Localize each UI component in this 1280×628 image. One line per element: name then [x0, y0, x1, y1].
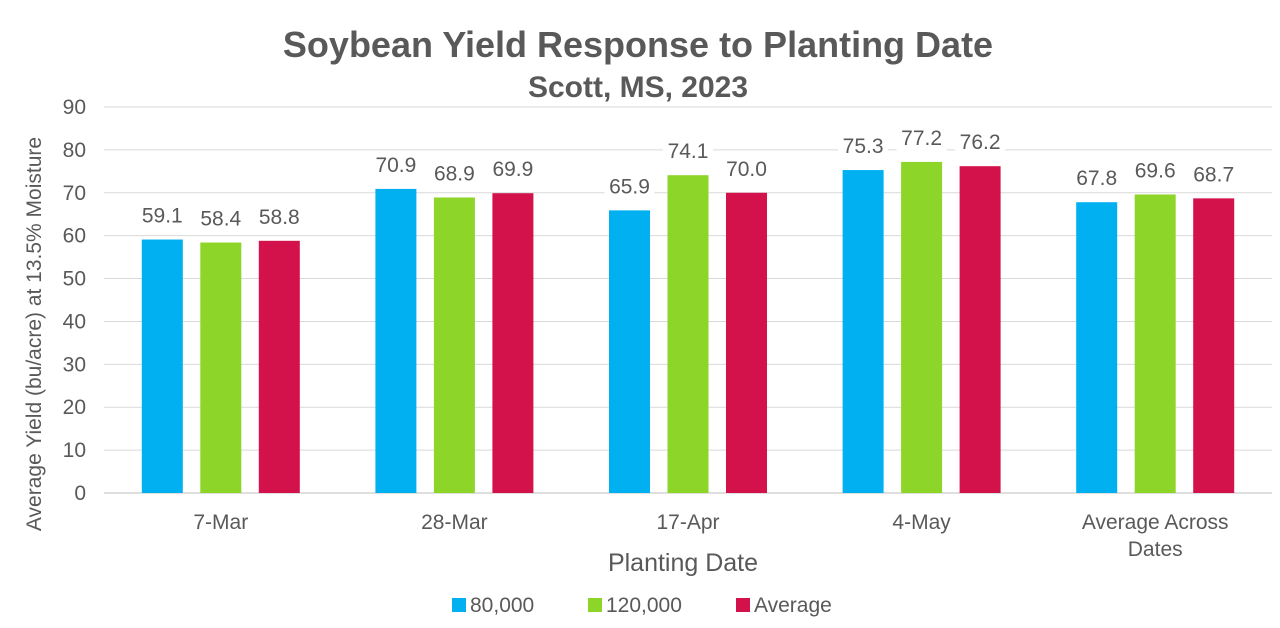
- x-tick-label: 17-Apr: [656, 511, 719, 534]
- data-label-background: [1130, 157, 1181, 184]
- x-tick-label: 28-Mar: [421, 511, 488, 534]
- data-label: 69.6: [1135, 159, 1176, 182]
- legend-swatch: [736, 598, 750, 612]
- y-tick-label: 20: [63, 396, 86, 419]
- y-tick-label: 30: [63, 353, 86, 376]
- legend-swatch: [452, 598, 466, 612]
- y-tick-label: 50: [63, 268, 86, 291]
- bar: [141, 239, 183, 493]
- bar: [258, 240, 300, 493]
- chart-subtitle: Scott, MS, 2023: [528, 71, 748, 104]
- data-label: 75.3: [843, 135, 884, 158]
- bars: [141, 161, 1235, 494]
- bar: [492, 193, 534, 493]
- chart-title: Soybean Yield Response to Planting Date: [283, 24, 993, 65]
- data-label-background: [663, 138, 713, 165]
- y-tick-label: 60: [63, 225, 86, 248]
- y-tick-label: 40: [63, 310, 86, 333]
- data-label: 74.1: [668, 140, 709, 163]
- data-label-background: [838, 133, 889, 160]
- data-label: 65.9: [609, 175, 650, 198]
- data-label-background: [487, 156, 538, 183]
- x-tick-label: 7-Mar: [193, 511, 248, 534]
- x-tick-label: Dates: [1128, 538, 1183, 561]
- data-label-background: [604, 173, 655, 200]
- x-tick-label: Average Across: [1082, 511, 1229, 534]
- y-tick-label: 90: [63, 96, 86, 119]
- data-labels: 59.1 58.4 58.8 70.9 68.9 69.9 65.9 74.1 70.0 75.3…: [137, 124, 1239, 232]
- data-label-background: [955, 129, 1006, 156]
- data-label-background: [1188, 161, 1239, 188]
- bar: [375, 188, 417, 493]
- bar: [959, 166, 1001, 494]
- data-label-background: [370, 151, 421, 178]
- bar: [1193, 198, 1235, 493]
- data-label-background: [195, 205, 246, 232]
- data-label: 68.9: [434, 162, 475, 185]
- bar: [842, 170, 884, 493]
- data-label: 69.9: [492, 158, 533, 181]
- y-tick-label: 10: [63, 439, 86, 462]
- bar: [901, 161, 943, 494]
- data-label: 67.8: [1076, 167, 1117, 190]
- bar: [200, 242, 242, 493]
- data-label: 77.2: [901, 127, 942, 150]
- legend-swatch: [588, 598, 602, 612]
- bar: [1076, 202, 1118, 494]
- data-label: 58.4: [200, 208, 241, 231]
- y-axis-title: Average Yield (bu/acre) at 13.5% Moistur…: [23, 137, 46, 531]
- data-label-background: [137, 202, 188, 229]
- legend: 80,000 120,000 Average: [452, 594, 832, 617]
- x-tick-labels: 7-Mar 28-Mar 17-Apr 4-May Average Across Date…: [193, 511, 1228, 561]
- data-label: 76.2: [960, 131, 1001, 154]
- y-tick-label: 80: [63, 139, 86, 162]
- bar: [433, 197, 475, 494]
- data-label: 68.7: [1193, 163, 1234, 186]
- data-label: 70.9: [375, 154, 416, 177]
- data-label: 70.0: [726, 158, 767, 181]
- y-tick-label: 70: [63, 182, 86, 205]
- data-label-background: [1071, 165, 1122, 192]
- x-axis-title: Planting Date: [608, 549, 758, 577]
- bar: [609, 210, 650, 493]
- x-tick-label: 4-May: [892, 511, 951, 534]
- data-label-background: [254, 203, 305, 230]
- bar: [726, 192, 767, 493]
- y-tick-labels: 0 10 20 30 40 50 60 70 80 90: [63, 96, 86, 505]
- legend-label: 80,000: [470, 594, 534, 617]
- data-label-background: [721, 155, 772, 182]
- data-label-background: [896, 124, 947, 151]
- legend-label: 120,000: [606, 594, 682, 617]
- legend-label: Average: [754, 594, 832, 617]
- data-label: 58.8: [259, 206, 300, 229]
- data-label-background: [429, 160, 480, 187]
- bar: [667, 175, 709, 493]
- data-label: 59.1: [142, 205, 183, 228]
- y-tick-label: 0: [74, 482, 86, 505]
- bar: [1134, 194, 1176, 493]
